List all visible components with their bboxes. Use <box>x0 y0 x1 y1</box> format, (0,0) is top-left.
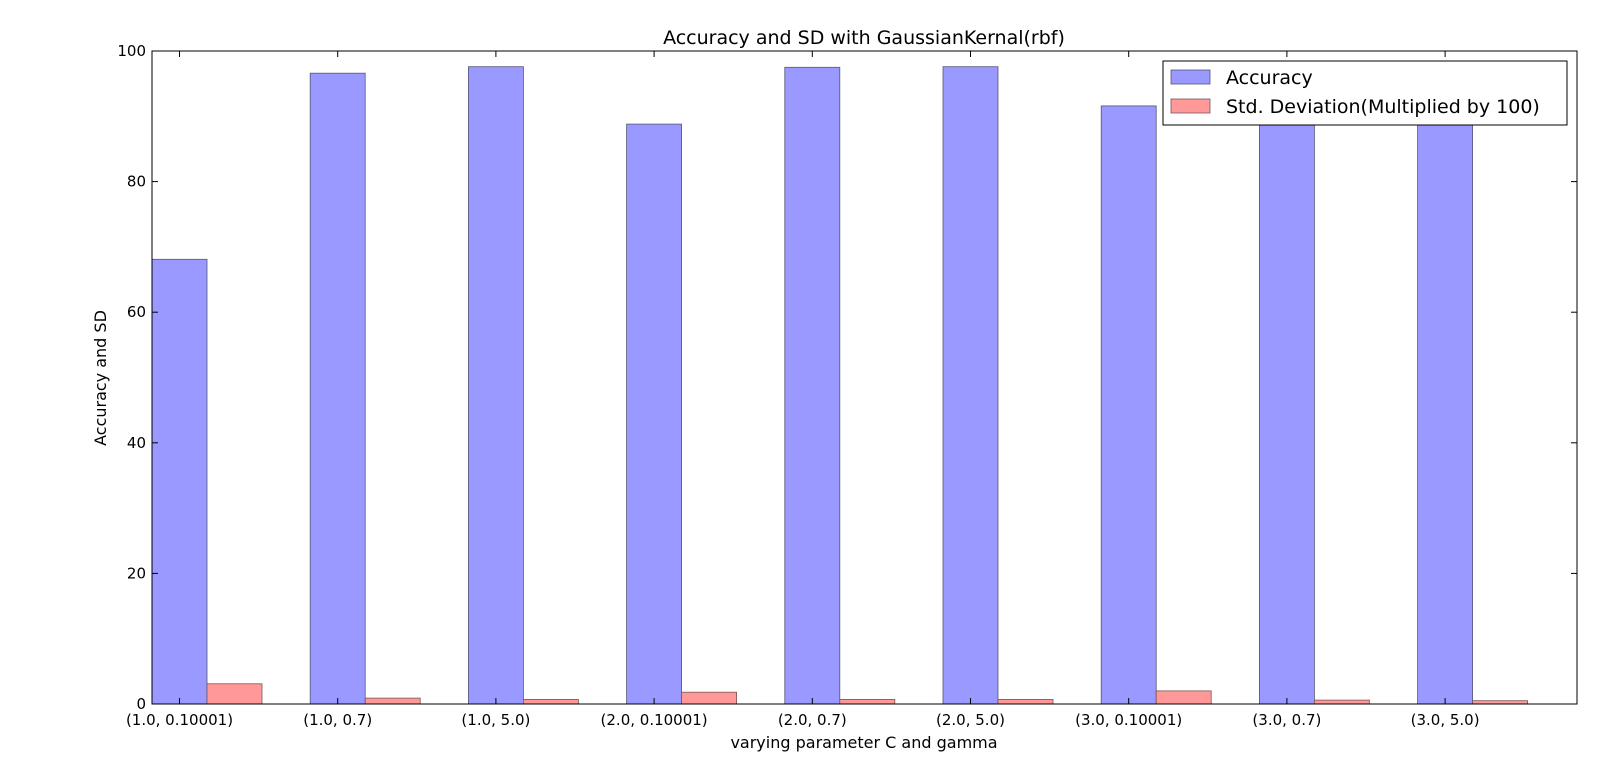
bars-layer <box>151 66 1528 705</box>
chart-title: Accuracy and SD with GaussianKernal(rbf) <box>663 27 1065 49</box>
bar-accuracy-9 <box>1417 122 1473 705</box>
legend-swatch-std-deviation <box>1170 98 1211 114</box>
y-axis-title: Accuracy and SD <box>91 310 110 446</box>
bar-std-deviation-2 <box>364 697 421 705</box>
bar-std-deviation-5 <box>839 699 896 705</box>
x-tick-label: (1.0, 0.10001) <box>126 711 233 729</box>
legend-label-accuracy: Accuracy <box>1226 67 1313 89</box>
bar-std-deviation-1 <box>206 683 263 705</box>
y-tick-label: 100 <box>117 42 146 60</box>
bar-std-deviation-3 <box>523 699 579 705</box>
bar-std-deviation-7 <box>1155 690 1212 705</box>
legend-box <box>1162 60 1568 126</box>
bar-accuracy-2 <box>309 72 366 705</box>
x-tick-label: (3.0, 5.0) <box>1411 711 1480 729</box>
bar-std-deviation-6 <box>997 699 1054 705</box>
y-tick-label: 20 <box>127 564 146 582</box>
x-tick-label: (2.0, 0.10001) <box>601 711 708 729</box>
x-ticks: (1.0, 0.10001) (1.0, 0.7) (1.0, 5.0) (2.0, … <box>126 51 1480 729</box>
bar-std-deviation-4 <box>681 691 737 705</box>
x-tick-label: (3.0, 0.10001) <box>1075 711 1182 729</box>
bar-accuracy-3 <box>467 66 524 705</box>
bar-accuracy-7 <box>1100 105 1157 705</box>
x-tick-label: (1.0, 5.0) <box>461 711 530 729</box>
x-tick-label: (1.0, 0.7) <box>303 711 372 729</box>
bar-accuracy-1 <box>151 258 208 705</box>
bar-accuracy-8 <box>1259 122 1315 705</box>
legend-label-std-deviation: Std. Deviation(Multiplied by 100) <box>1226 96 1540 118</box>
y-tick-label: 0 <box>136 695 146 713</box>
y-tick-label: 60 <box>127 303 146 321</box>
y-tick-label: 80 <box>127 173 146 191</box>
x-tick-label: (2.0, 5.0) <box>936 711 1005 729</box>
plot-frame <box>151 50 1578 705</box>
y-tick-label: 40 <box>127 434 146 452</box>
x-tick-label: (2.0, 0.7) <box>778 711 847 729</box>
legend-swatch-accuracy <box>1170 69 1211 85</box>
bar-std-deviation-8 <box>1314 699 1370 705</box>
bar-accuracy-4 <box>626 123 682 705</box>
bar-accuracy-6 <box>942 66 999 705</box>
x-axis-title: varying parameter C and gamma <box>730 733 997 752</box>
bar-accuracy-5 <box>784 66 841 705</box>
x-tick-label: (3.0, 0.7) <box>1252 711 1321 729</box>
y-ticks: 0 20 40 60 80 100 <box>117 42 1577 713</box>
legend: Accuracy Std. Deviation(Multiplied by 10… <box>1162 60 1568 126</box>
